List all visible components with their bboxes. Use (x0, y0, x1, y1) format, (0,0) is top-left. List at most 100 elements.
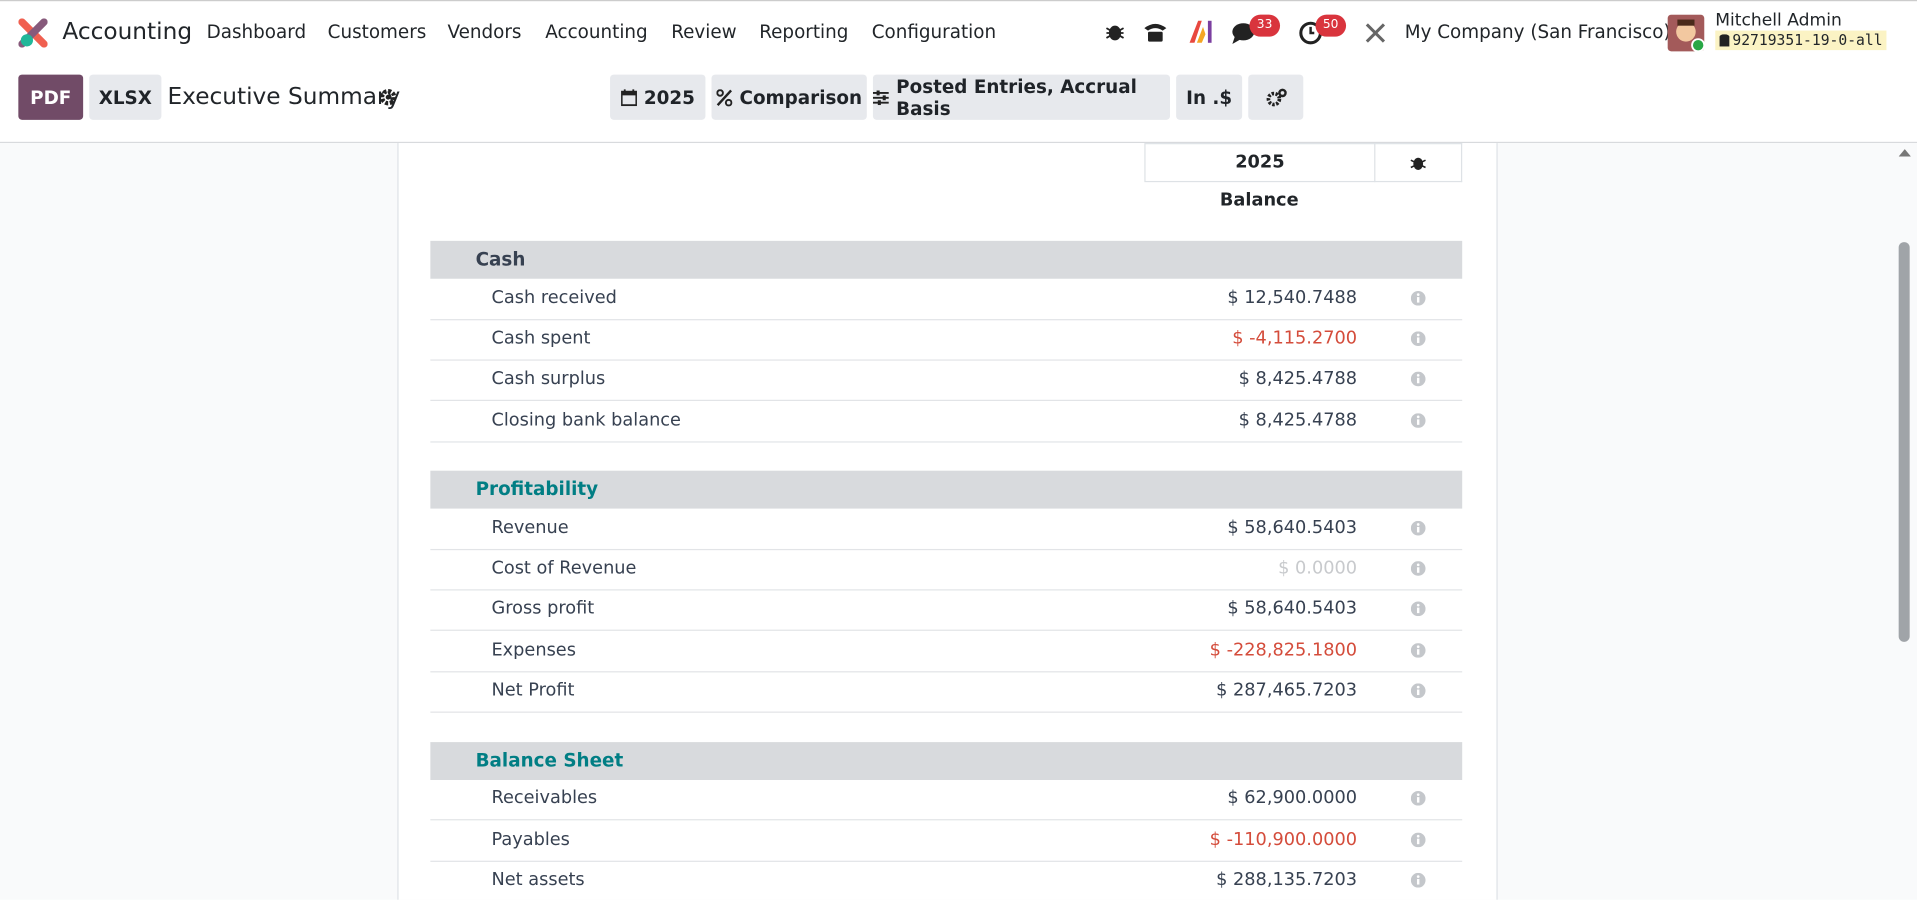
app-logo[interactable] (18, 18, 48, 48)
section-title[interactable]: Profitability (475, 478, 599, 501)
report-row: Cost of Revenue $ 0.0000 (430, 549, 1463, 591)
row-value[interactable]: $ -4,115.2700 (1232, 328, 1358, 349)
row-value[interactable]: $ 287,465.7203 (1216, 681, 1358, 701)
filter-button[interactable]: Comparison (711, 74, 867, 120)
info-icon[interactable] (1410, 831, 1426, 847)
info-icon[interactable] (1410, 520, 1426, 535)
filter-label: 2025 (643, 86, 695, 109)
info-icon[interactable] (1410, 561, 1426, 576)
debug-icon[interactable] (1104, 21, 1126, 43)
scroll-up[interactable] (1898, 148, 1911, 158)
filter-label: Posted Entries, Accrual Basis (896, 75, 1137, 120)
info-icon[interactable] (1410, 372, 1426, 387)
row-label: Gross profit (491, 599, 595, 620)
ai-icon[interactable] (1188, 20, 1215, 44)
top-border (0, 0, 1917, 2)
report-title: Executive Summary (167, 83, 401, 111)
database: 92719351-19-0-all (1715, 30, 1887, 51)
report-row: Revenue $ 58,640.5403 (430, 508, 1463, 550)
row-value[interactable]: $ -110,900.0000 (1209, 829, 1358, 850)
scrollbar-thumb[interactable] (1898, 242, 1910, 642)
info-icon[interactable] (1410, 290, 1426, 306)
divider (0, 141, 1917, 144)
row-label: Revenue (491, 517, 569, 538)
debug-icon (1410, 157, 1426, 170)
row-value[interactable]: $ 8,425.4788 (1238, 410, 1358, 430)
info-icon[interactable] (1410, 601, 1426, 617)
section-title: Cash (475, 248, 526, 271)
filter-icon (716, 88, 733, 106)
menu-item[interactable]: Accounting (545, 20, 648, 43)
chat-icon[interactable] (1231, 21, 1258, 45)
report-row: Expenses $ -228,825.1800 (430, 631, 1463, 673)
filter-label: Comparison (739, 86, 863, 109)
row-label: Net assets (491, 870, 585, 890)
row-label: Net Profit (491, 681, 575, 701)
user-name[interactable]: Mitchell Admin (1715, 11, 1842, 31)
column-debug[interactable] (1374, 143, 1463, 183)
row-label: Expenses (491, 640, 576, 660)
row-value[interactable]: $ 58,640.5403 (1227, 517, 1358, 538)
pdf-button[interactable]: PDF (18, 74, 84, 120)
report-row: Cash received $ 12,540.7488 (430, 278, 1463, 320)
row-value[interactable]: $ 288,135.7203 (1216, 870, 1358, 890)
row-value[interactable]: $ 8,425.4788 (1238, 369, 1358, 390)
info-icon[interactable] (1410, 412, 1426, 428)
tools-icon[interactable] (1364, 22, 1386, 44)
app-name[interactable]: Accounting (62, 18, 193, 46)
settings-icon[interactable] (379, 88, 397, 106)
filter-button[interactable]: 2025 (610, 74, 706, 120)
report-row: Gross profit $ 58,640.5403 (430, 590, 1463, 632)
column-subheader: Balance (1219, 190, 1299, 211)
menu-item[interactable]: Customers (327, 20, 427, 43)
menu-item[interactable]: Configuration (871, 20, 997, 43)
report-row: Net assets $ 288,135.7203 (430, 861, 1462, 900)
row-label: Cash received (491, 287, 617, 308)
row-value[interactable]: $ 12,540.7488 (1227, 287, 1358, 308)
row-label: Cost of Revenue (491, 558, 637, 579)
menu-item[interactable]: Review (671, 20, 737, 43)
report-row: Payables $ -110,900.0000 (430, 820, 1463, 862)
filter-label: In .$ (1186, 86, 1233, 109)
row-value[interactable]: $ 62,900.0000 (1227, 788, 1358, 809)
info-icon[interactable] (1410, 642, 1426, 658)
badge: 50 (1315, 14, 1346, 37)
row-value[interactable]: $ -228,825.1800 (1209, 640, 1358, 660)
info-icon[interactable] (1410, 791, 1426, 806)
info-icon[interactable] (1410, 872, 1426, 888)
report-row: Closing bank balance $ 8,425.4788 (430, 401, 1463, 443)
xlsx-button[interactable]: XLSX (89, 74, 162, 120)
gears-icon (1265, 88, 1287, 106)
menu-item[interactable]: Dashboard (206, 20, 307, 43)
badge: 33 (1249, 14, 1280, 37)
row-label: Receivables (491, 788, 598, 809)
report-row: Cash spent $ -4,115.2700 (430, 319, 1463, 361)
menu-item[interactable]: Vendors (447, 20, 522, 43)
filter-icon (872, 89, 889, 105)
section-title[interactable]: Balance Sheet (475, 748, 624, 771)
info-icon[interactable] (1410, 331, 1426, 346)
section-header: Balance Sheet (430, 741, 1463, 780)
section-header: Cash (430, 240, 1463, 279)
row-label: Payables (491, 829, 570, 850)
db-icon (1719, 34, 1730, 47)
row-value[interactable]: $ 58,640.5403 (1227, 599, 1358, 620)
row-value[interactable]: $ 0.0000 (1278, 558, 1358, 579)
row-label: Cash surplus (491, 369, 606, 390)
filter-button[interactable]: In .$ (1176, 74, 1243, 120)
report-row: Cash surplus $ 8,425.4788 (430, 360, 1463, 402)
menu-item[interactable]: Reporting (759, 20, 849, 43)
info-icon[interactable] (1410, 683, 1426, 699)
column-header: 2025 (1144, 143, 1376, 183)
row-label: Cash spent (491, 328, 591, 349)
report-row: Net Profit $ 287,465.7203 (430, 671, 1463, 713)
company[interactable]: My Company (San Francisco) (1404, 20, 1671, 43)
filter-button[interactable]: Posted Entries, Accrual Basis (872, 74, 1171, 120)
report-row: Receivables $ 62,900.0000 (430, 779, 1463, 821)
avatar[interactable] (1667, 14, 1707, 54)
phone-icon[interactable] (1142, 20, 1169, 44)
options-button[interactable] (1248, 74, 1304, 120)
filter-icon (620, 88, 637, 106)
